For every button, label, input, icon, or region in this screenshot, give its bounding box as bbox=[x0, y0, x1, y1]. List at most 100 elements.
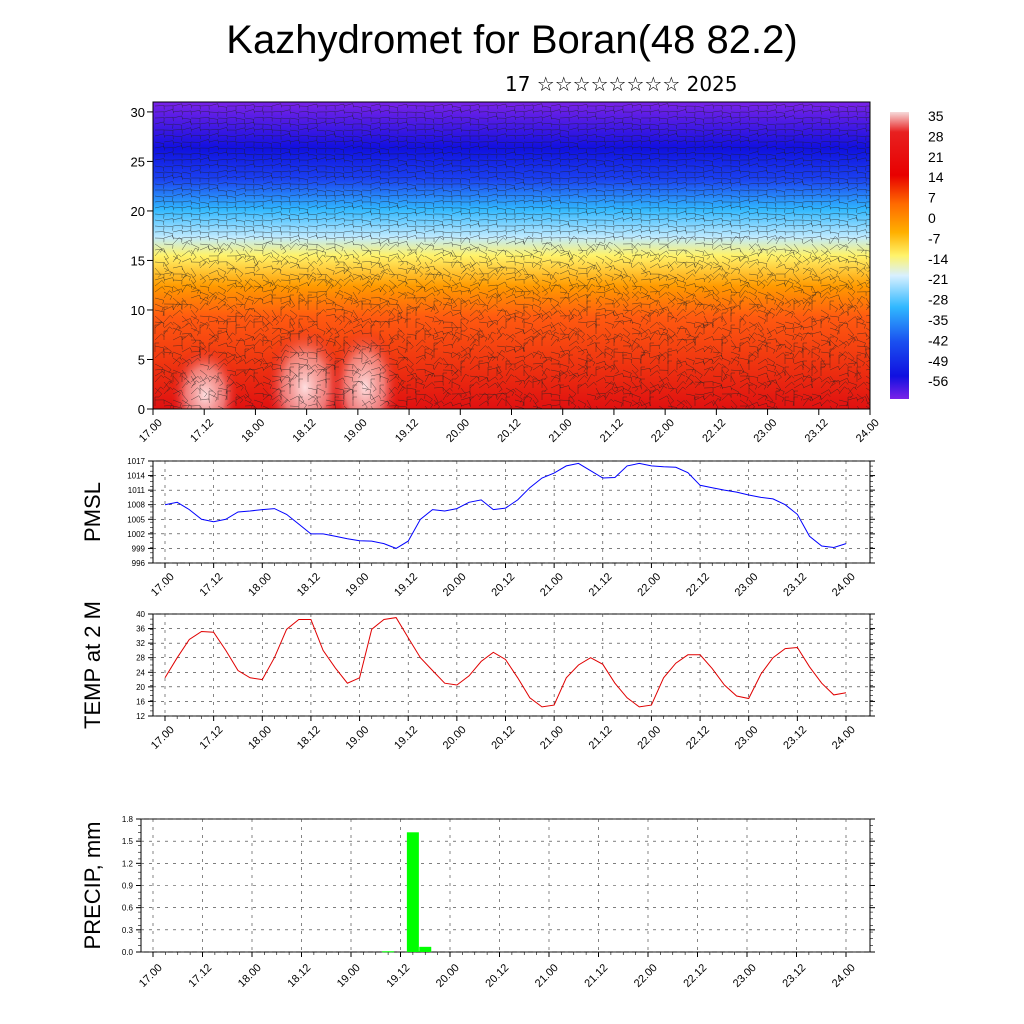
x-tick-label: 20.00 bbox=[444, 417, 472, 445]
plot-frame bbox=[140, 818, 871, 953]
x-tick-label: 21.12 bbox=[598, 417, 626, 445]
colorbar-label: 0 bbox=[928, 210, 936, 226]
x-tick-label: 21.12 bbox=[587, 724, 615, 752]
x-tick-label: 21.12 bbox=[587, 571, 615, 599]
y-tick-label: 996 bbox=[132, 559, 146, 568]
x-tick-label: 18.12 bbox=[291, 417, 319, 445]
x-tick-label: 19.12 bbox=[392, 724, 420, 752]
x-tick-label: 20.12 bbox=[495, 417, 523, 445]
colorbar-label: -21 bbox=[928, 271, 948, 287]
x-tick-label: 21.00 bbox=[538, 571, 566, 599]
x-tick-label: 20.12 bbox=[489, 724, 517, 752]
x-tick-label: 24.00 bbox=[854, 417, 882, 445]
x-tick-label: 18.00 bbox=[246, 571, 274, 599]
y-tick-label: 0.6 bbox=[122, 904, 134, 913]
colorbar-label: -7 bbox=[928, 230, 941, 246]
x-tick-label: 17.12 bbox=[186, 962, 214, 990]
cross-section-y-axis: 0 5 10 15 20 25 30 bbox=[131, 105, 153, 417]
y-axis-label: PRECIP, mm bbox=[80, 822, 105, 950]
x-tick-label: 17.12 bbox=[198, 571, 226, 599]
y-tick-label: 36 bbox=[136, 625, 145, 634]
x-tick-label: 20.00 bbox=[434, 962, 462, 990]
colorbar-label: 21 bbox=[928, 149, 944, 165]
x-tick-label: 17.00 bbox=[137, 417, 165, 445]
x-tick-label: 23.00 bbox=[733, 571, 761, 599]
precip-bar bbox=[406, 832, 419, 952]
x-tick-label: 23.12 bbox=[781, 571, 809, 599]
pmsl-panel: 17.00 17.12 18.00 18.12 19.00 19.12 20.00 20.12… bbox=[80, 457, 875, 599]
wind-barb-field bbox=[154, 103, 870, 409]
y-tick-label: 10 bbox=[131, 303, 145, 318]
x-tick-label: 17.12 bbox=[188, 417, 216, 445]
precip-panel: 17.00 17.12 18.00 18.12 19.00 19.12 20.00 20.12… bbox=[80, 815, 875, 990]
x-tick-label: 19.00 bbox=[335, 962, 363, 990]
x-tick-label: 21.00 bbox=[547, 417, 575, 445]
y-tick-label: 24 bbox=[136, 668, 145, 677]
x-tick-label: 22.12 bbox=[681, 962, 709, 990]
x-tick-label: 17.00 bbox=[149, 724, 177, 752]
y-tick-label: 1011 bbox=[128, 486, 146, 495]
x-tick-label: 19.00 bbox=[342, 417, 370, 445]
x-tick-label: 18.12 bbox=[285, 962, 313, 990]
x-tick-label: 22.12 bbox=[700, 417, 728, 445]
colorbar-label: 7 bbox=[928, 190, 936, 206]
y-tick-label: 40 bbox=[136, 610, 145, 619]
x-tick-label: 20.12 bbox=[483, 962, 511, 990]
colorbar-label: -42 bbox=[928, 332, 948, 348]
x-tick-label: 19.12 bbox=[393, 417, 421, 445]
x-tick-label: 18.12 bbox=[295, 571, 323, 599]
x-tick-label: 21.00 bbox=[538, 724, 566, 752]
plot-frame bbox=[152, 613, 871, 717]
x-tick-label: 19.12 bbox=[392, 571, 420, 599]
x-tick-label: 22.00 bbox=[649, 417, 677, 445]
y-tick-label: 12 bbox=[136, 712, 145, 721]
colorbar-label: -14 bbox=[928, 251, 948, 267]
x-tick-label: 22.00 bbox=[635, 571, 663, 599]
x-tick-label: 19.00 bbox=[343, 724, 371, 752]
colorbar-label: -35 bbox=[928, 312, 948, 328]
y-tick-label: 0 bbox=[138, 402, 145, 417]
x-tick-label: 22.12 bbox=[684, 571, 712, 599]
precip-bar bbox=[382, 951, 395, 953]
page-subtitle: 17 ☆☆☆☆☆☆☆☆ 2025 bbox=[505, 72, 738, 96]
y-tick-label: 1014 bbox=[127, 472, 145, 481]
y-axis-label: PMSL bbox=[80, 482, 105, 542]
y-tick-label: 0.3 bbox=[122, 926, 134, 935]
colorbar-label: 35 bbox=[928, 108, 944, 124]
x-tick-label: 22.00 bbox=[635, 724, 663, 752]
y-tick-label: 999 bbox=[132, 544, 146, 553]
y-axis-label: TEMP at 2 M bbox=[80, 601, 105, 729]
x-tick-label: 23.00 bbox=[751, 417, 779, 445]
colorbar-fill bbox=[890, 112, 909, 399]
y-tick-label: 1.8 bbox=[122, 815, 134, 824]
y-tick-label: 0.9 bbox=[122, 882, 134, 891]
x-tick-label: 21.00 bbox=[533, 962, 561, 990]
colorbar-labels: 35 28 21 14 7 0 -7 -14 -21 -28 -35 -42 -49 -56 bbox=[928, 108, 948, 389]
colorbar-label: 14 bbox=[928, 169, 944, 185]
colorbar-label: -49 bbox=[928, 353, 948, 369]
y-tick-label: 28 bbox=[136, 654, 145, 663]
y-tick-label: 0.0 bbox=[122, 948, 134, 957]
x-tick-label: 18.00 bbox=[246, 724, 274, 752]
y-tick-label: 20 bbox=[131, 204, 145, 219]
y-tick-label: 1.5 bbox=[122, 837, 134, 846]
y-tick-label: 1017 bbox=[127, 457, 145, 466]
x-tick-label: 24.00 bbox=[830, 962, 858, 990]
temp-panel: 17.00 17.12 18.00 18.12 19.00 19.12 20.00 20.12… bbox=[80, 601, 875, 752]
colorbar-label: -56 bbox=[928, 373, 948, 389]
x-tick-label: 18.00 bbox=[239, 417, 267, 445]
x-tick-label: 20.00 bbox=[441, 724, 469, 752]
y-tick-label: 1005 bbox=[127, 515, 145, 524]
y-tick-label: 1.2 bbox=[122, 859, 134, 868]
cross-section-panel: 0 5 10 15 20 25 30 17.00 17.12 18.00 18.12 19.00 19… bbox=[131, 101, 882, 445]
colorbar-label: 28 bbox=[928, 128, 944, 144]
x-tick-label: 18.12 bbox=[295, 724, 323, 752]
y-tick-label: 25 bbox=[131, 154, 145, 169]
x-tick-label: 19.00 bbox=[343, 571, 371, 599]
y-tick-label: 32 bbox=[136, 639, 145, 648]
x-tick-label: 21.12 bbox=[582, 962, 610, 990]
x-tick-label: 23.00 bbox=[733, 724, 761, 752]
y-tick-label: 5 bbox=[138, 352, 145, 367]
x-tick-label: 18.00 bbox=[236, 962, 264, 990]
